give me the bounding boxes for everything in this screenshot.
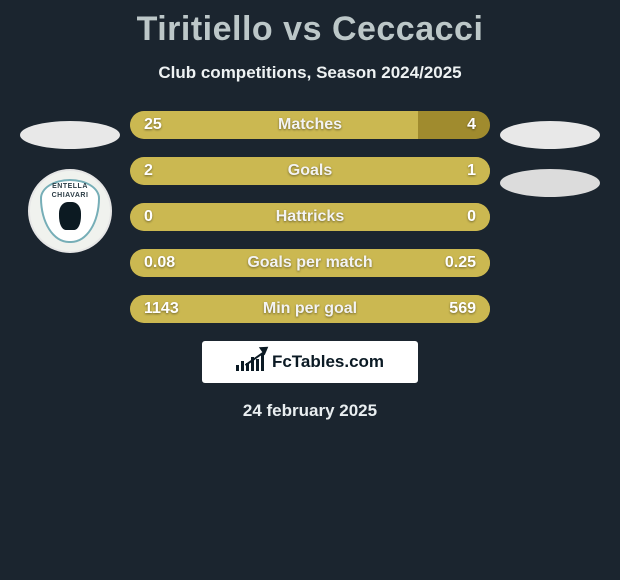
stat-row-hattricks: 0 Hattricks 0 — [130, 203, 490, 231]
stat-right-value: 0.25 — [445, 254, 476, 272]
page-title: Tiritiello vs Ceccacci — [0, 0, 620, 49]
stat-row-matches: 25 Matches 4 — [130, 111, 490, 139]
player2-name: Ceccacci — [332, 10, 483, 48]
chart-arrow-icon — [246, 350, 266, 366]
stat-row-goals: 2 Goals 1 — [130, 157, 490, 185]
right-avatar-column — [490, 111, 610, 217]
stat-right-value: 1 — [467, 162, 476, 180]
left-avatar-column: ENTELLA CHIAVARI — [10, 111, 130, 253]
comparison-panel: ENTELLA CHIAVARI 25 Matches 4 2 Goals 1 … — [0, 111, 620, 421]
player1-avatar-placeholder — [20, 121, 120, 149]
stat-label: Goals — [130, 162, 490, 180]
footer-date: 24 february 2025 — [0, 401, 620, 421]
club-shield-icon: ENTELLA CHIAVARI — [40, 179, 100, 243]
stat-right-value: 4 — [467, 116, 476, 134]
stat-label: Min per goal — [130, 300, 490, 318]
brand-badge[interactable]: FcTables.com — [202, 341, 418, 383]
player2-avatar-placeholder — [500, 121, 600, 149]
stat-label: Hattricks — [130, 208, 490, 226]
stats-list: 25 Matches 4 2 Goals 1 0 Hattricks 0 0.0… — [130, 111, 490, 323]
stat-label: Matches — [130, 116, 490, 134]
player1-name: Tiritiello — [137, 10, 274, 48]
club-figure-icon — [59, 202, 81, 230]
club-name-line1: ENTELLA — [52, 183, 88, 190]
player2-club-placeholder — [500, 169, 600, 197]
stat-row-min-per-goal: 1143 Min per goal 569 — [130, 295, 490, 323]
subtitle: Club competitions, Season 2024/2025 — [0, 63, 620, 83]
stat-right-value: 569 — [449, 300, 476, 318]
brand-text: FcTables.com — [272, 352, 384, 372]
player1-club-badge: ENTELLA CHIAVARI — [28, 169, 112, 253]
club-name-line2: CHIAVARI — [52, 192, 89, 199]
stat-right-value: 0 — [467, 208, 476, 226]
stat-row-goals-per-match: 0.08 Goals per match 0.25 — [130, 249, 490, 277]
stat-label: Goals per match — [130, 254, 490, 272]
vs-text: vs — [283, 10, 322, 48]
